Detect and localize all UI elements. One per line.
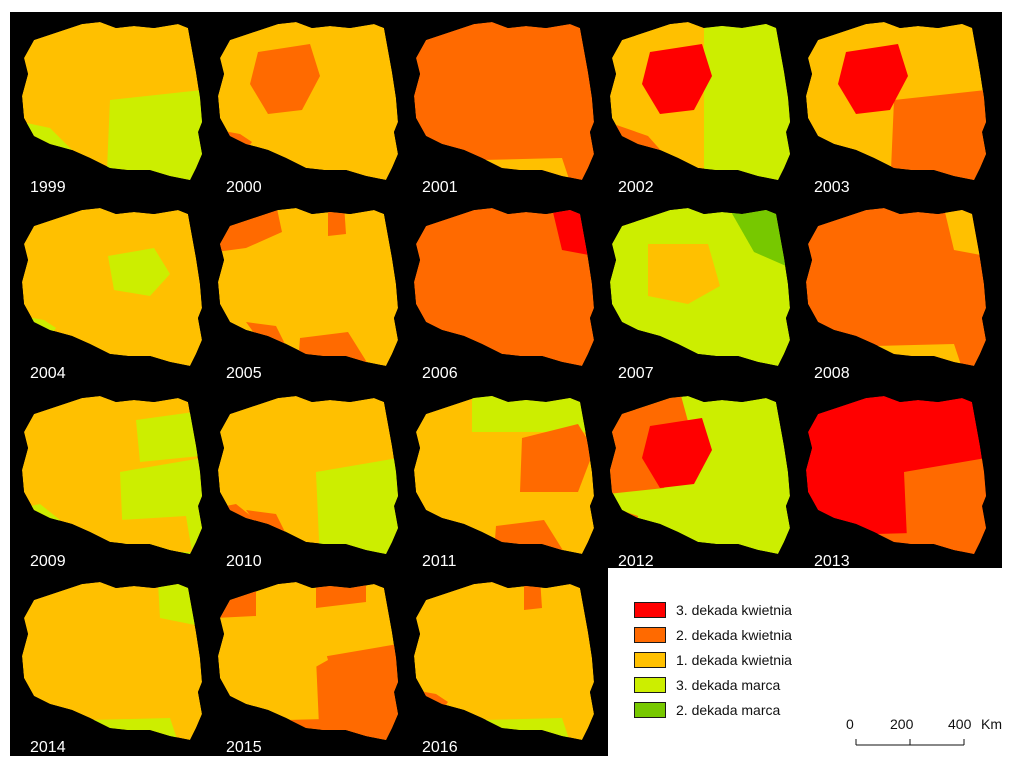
year-label: 2007 — [618, 365, 654, 382]
year-label: 2016 — [422, 739, 458, 756]
map-region — [250, 44, 320, 114]
map-region — [108, 248, 170, 296]
map-region — [120, 516, 192, 552]
scale-unit: Km — [981, 716, 1002, 732]
year-label: 2006 — [422, 365, 458, 382]
legend-item-k2: 2. dekada kwietnia — [634, 625, 792, 645]
map-region — [106, 88, 202, 180]
map-1999: 1999 — [22, 22, 202, 196]
map-2007: 2007 — [610, 208, 790, 382]
scale-tick-0: 0 — [846, 716, 854, 732]
map-region-base — [414, 22, 594, 180]
map-region-base — [806, 208, 986, 366]
scale-line — [855, 739, 965, 746]
map-region — [704, 22, 790, 180]
map-region — [256, 618, 328, 678]
map-region-base — [22, 582, 202, 740]
year-label: 2005 — [226, 365, 262, 382]
year-label: 2013 — [814, 553, 850, 570]
year-label: 2012 — [618, 553, 654, 570]
map-2013: 2013 — [806, 396, 986, 570]
year-label: 2003 — [814, 179, 850, 196]
legend-label-m2: 2. dekada marca — [676, 702, 781, 718]
scale-tick-200: 200 — [890, 716, 914, 732]
map-2005: 2005 — [218, 208, 398, 382]
legend-item-k1: 1. dekada kwietnia — [634, 650, 792, 670]
legend-label-m3: 3. dekada marca — [676, 677, 781, 693]
legend-item-m3: 3. dekada marca — [634, 675, 780, 695]
map-region — [838, 44, 908, 114]
year-label: 2010 — [226, 553, 262, 570]
map-region-base — [414, 582, 594, 740]
year-label: 2008 — [814, 365, 850, 382]
map-region — [890, 88, 986, 180]
map-region-base — [22, 208, 202, 366]
year-label: 1999 — [30, 179, 66, 196]
legend-label-k1: 1. dekada kwietnia — [676, 652, 792, 668]
year-label: 2001 — [422, 179, 458, 196]
legend-swatch-k1 — [634, 652, 666, 668]
legend-label-k2: 2. dekada kwietnia — [676, 627, 792, 643]
legend-label-k3: 3. dekada kwietnia — [676, 602, 792, 618]
year-label: 2015 — [226, 739, 262, 756]
legend-swatch-m2 — [634, 702, 666, 718]
map-region — [136, 412, 200, 462]
legend-swatch-k2 — [634, 627, 666, 643]
scale-bar: 0 200 400 Km — [836, 712, 1002, 752]
year-label: 2011 — [422, 553, 457, 570]
year-label: 2014 — [30, 739, 66, 756]
map-2003: 2003 — [806, 22, 986, 196]
legend-swatch-m3 — [634, 677, 666, 693]
map-region — [316, 458, 398, 554]
legend-item-m2: 2. dekada marca — [634, 700, 780, 720]
map-2011: 2011 — [414, 396, 594, 570]
legend-swatch-k3 — [634, 602, 666, 618]
map-region — [472, 396, 588, 432]
year-label: 2009 — [30, 553, 66, 570]
map-region-base — [414, 208, 594, 366]
map-2015: 2015 — [218, 582, 398, 756]
legend: 3. dekada kwietnia 2. dekada kwietnia 1.… — [608, 568, 1002, 756]
map-2012: 2012 — [610, 396, 790, 570]
year-label: 2004 — [30, 365, 66, 382]
scale-tick-400: 400 — [948, 716, 972, 732]
map-2004: 2004 — [22, 208, 202, 382]
legend-item-k3: 3. dekada kwietnia — [634, 600, 792, 620]
map-region — [730, 210, 786, 266]
map-region — [642, 418, 712, 488]
year-label: 2000 — [226, 179, 262, 196]
map-region — [642, 44, 712, 114]
map-region — [520, 424, 594, 492]
map-region — [648, 244, 720, 304]
year-label: 2002 — [618, 179, 654, 196]
